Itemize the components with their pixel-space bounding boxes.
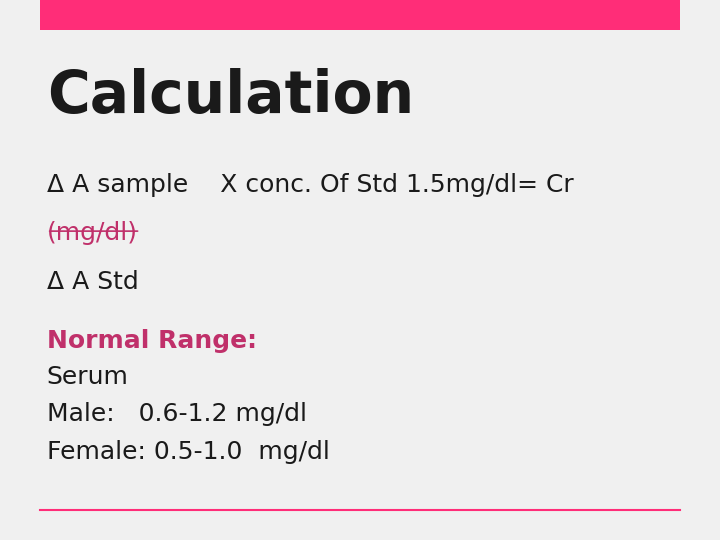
Text: Δ A Std: Δ A Std <box>47 270 138 294</box>
Text: Male:   0.6-1.2 mg/dl: Male: 0.6-1.2 mg/dl <box>47 402 307 426</box>
Text: Normal Range:: Normal Range: <box>47 329 257 353</box>
Text: (mg/dl): (mg/dl) <box>47 221 138 245</box>
FancyBboxPatch shape <box>40 0 680 30</box>
Text: Δ A sample    X conc. Of Std 1.5mg/dl= Cr: Δ A sample X conc. Of Std 1.5mg/dl= Cr <box>47 173 574 197</box>
Text: Female: 0.5-1.0  mg/dl: Female: 0.5-1.0 mg/dl <box>47 440 330 464</box>
Text: Serum: Serum <box>47 364 129 388</box>
Text: Calculation: Calculation <box>47 68 414 125</box>
